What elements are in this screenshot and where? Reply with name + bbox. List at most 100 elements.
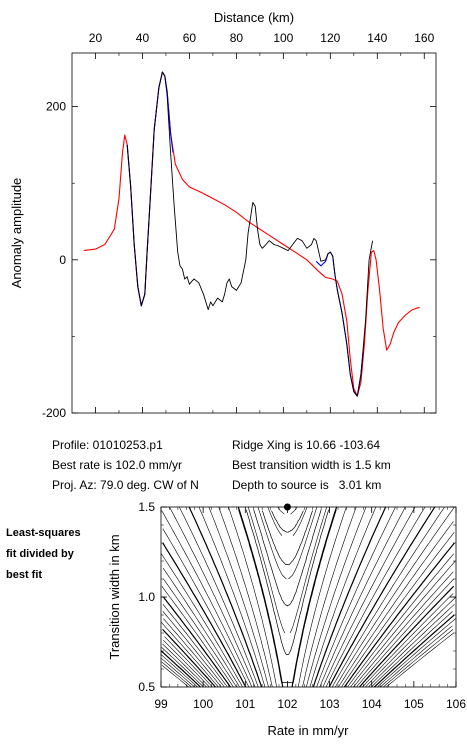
bottom-x-tick-label: 102 (277, 697, 297, 711)
projection-azimuth-label: Proj. Az: 79.0 deg. CW of N (52, 478, 199, 492)
contour-line (161, 661, 192, 688)
contour-line (297, 506, 347, 688)
contour-line (380, 625, 453, 688)
contour-line (302, 506, 357, 688)
contour-line (163, 639, 210, 688)
contour-line (228, 506, 277, 688)
contour-line (338, 521, 454, 688)
source-depth-label: Depth to source is 3.01 km (232, 478, 382, 492)
contour-lines (160, 503, 457, 688)
contour-line (160, 622, 219, 688)
contour-line (325, 506, 426, 688)
contour-line (161, 553, 243, 688)
bottom-ylabel: Transition width in km (107, 534, 122, 659)
top-y-tick-label: 200 (46, 100, 66, 114)
contour-line (179, 506, 259, 688)
contour-line (162, 611, 225, 688)
contour-line (161, 665, 189, 688)
bottom-x-tick-label: 105 (404, 697, 424, 711)
contour-line (386, 632, 454, 688)
contour-line (328, 506, 436, 688)
top-x-tick-label: 40 (136, 31, 150, 45)
contour-line (347, 553, 454, 688)
contour-line (277, 506, 285, 515)
top-plot-frame (71, 52, 437, 414)
contour-line (335, 506, 455, 688)
contour-line (312, 506, 387, 688)
best-width-label: Best transition width is 1.5 km (232, 458, 391, 472)
contour-line-inner (271, 510, 304, 533)
fit-segment-blue-2 (315, 251, 364, 397)
bottom-xlabel: Rate in mm/yr (268, 723, 350, 738)
contour-line (161, 647, 204, 688)
contour-line-inner (245, 509, 330, 655)
contour-line (188, 506, 263, 688)
contour-annotation: Least-squares fit divided by best fit (6, 523, 81, 586)
contour-line (371, 611, 453, 688)
contour-line (343, 542, 455, 688)
contour-line (290, 506, 298, 515)
bottom-x-tick-label: 99 (154, 697, 168, 711)
contour-line (162, 628, 216, 688)
annotation-line-2: fit divided by (6, 548, 74, 560)
best-rate-label: Best rate is 102.0 mm/yr (52, 458, 183, 472)
contour-line (160, 650, 201, 688)
bottom-y-tick-label: 0.5 (138, 680, 155, 694)
bottom-x-tick-label: 106 (446, 697, 466, 711)
bottom-y-tick-label: 1.5 (138, 500, 155, 514)
top-y-tick-label: -200 (42, 406, 66, 420)
profile-label: Profile: 01010253.p1 (52, 438, 163, 452)
contour-line (306, 506, 367, 688)
contour-line (291, 506, 338, 688)
contour-line (247, 506, 286, 634)
contour-line (309, 506, 377, 688)
bottom-x-tick-label: 100 (193, 697, 213, 711)
contour-line (257, 506, 287, 580)
top-x-tick-label: 160 (414, 31, 434, 45)
contour-line (332, 506, 445, 688)
contour-line (208, 506, 269, 688)
bottom-x-tick-label: 101 (235, 697, 255, 711)
contour-line-inner (238, 509, 337, 683)
contour-line (237, 506, 284, 688)
contour-line (198, 506, 266, 688)
contour-line (322, 506, 416, 688)
top-ylabel: Anomaly amplitude (9, 178, 24, 289)
top-x-tick-label: 20 (89, 31, 103, 45)
contour-line (161, 510, 253, 688)
contour-line (162, 568, 240, 688)
contour-line (169, 506, 256, 688)
contour-line (267, 506, 283, 536)
contour-line (373, 614, 455, 688)
contour-line (164, 636, 213, 688)
contour-line (319, 506, 406, 688)
top-x-tick-label: 120 (320, 31, 340, 45)
anomaly-profile-chart: Distance (km) Anomaly amplitude 20 40 60 80… (9, 10, 437, 420)
bottom-x-tick-label: 104 (362, 697, 382, 711)
contour-line (288, 506, 318, 580)
top-x-tick-label: 60 (183, 31, 197, 45)
top-xlabel: Distance (km) (214, 10, 294, 25)
contour-line (368, 603, 455, 688)
contour-line (377, 618, 456, 688)
contour-line (162, 596, 231, 688)
contour-line (341, 532, 455, 688)
top-x-tick-label: 140 (367, 31, 387, 45)
top-x-tick-label: 100 (273, 31, 293, 45)
ridge-crossing-label: Ridge Xing is 10.66 -103.64 (232, 438, 381, 452)
best-fit-point (283, 503, 291, 511)
annotation-line-1: Least-squares (6, 527, 81, 539)
contour-line (162, 528, 250, 688)
contour-line (162, 643, 207, 688)
contour-line (356, 578, 454, 688)
contour-line (218, 506, 273, 688)
top-x-tick-label: 80 (230, 31, 244, 45)
contour-line (162, 542, 247, 688)
top-y-tick-label: 0 (59, 253, 66, 267)
contour-line (163, 578, 237, 688)
contour-line (383, 629, 454, 688)
contour-line (292, 506, 308, 536)
observed-profile-black (126, 71, 374, 397)
contour-line (163, 618, 222, 688)
